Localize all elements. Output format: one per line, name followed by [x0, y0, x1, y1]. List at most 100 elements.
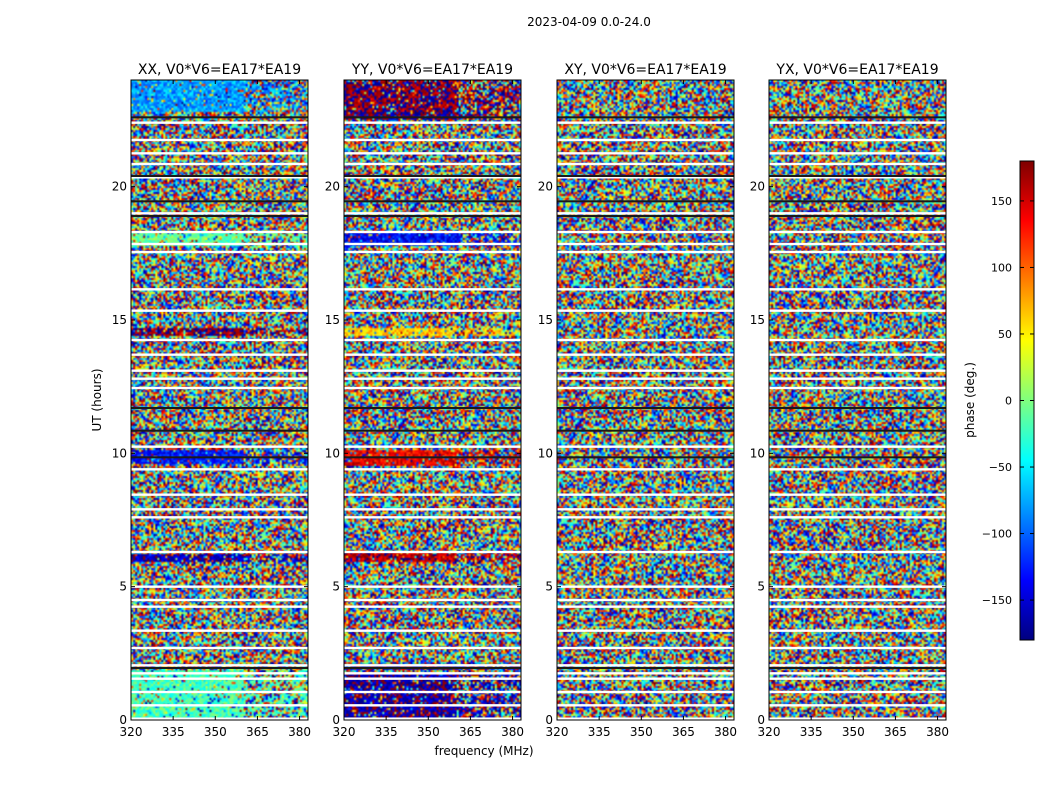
- y-tick-label: 20: [112, 180, 127, 194]
- flagged-row: [769, 353, 946, 356]
- x-tick-label: 320: [120, 725, 143, 739]
- flagged-row: [344, 369, 521, 372]
- flagged-row: [557, 690, 734, 694]
- y-tick-label: 0: [545, 713, 553, 727]
- flagged-row: [557, 672, 734, 675]
- dark-row: [344, 667, 521, 669]
- phase-panel: YX, V0*V6=EA17*EA19 320 335 350 365 380 0 5 10 15…: [750, 62, 949, 739]
- panel-title: YX, V0*V6=EA17*EA19: [775, 62, 938, 78]
- dark-row: [557, 175, 734, 177]
- flagged-row: [131, 353, 308, 356]
- colorbar-tick-label: 150: [991, 195, 1012, 208]
- flagged-row: [344, 468, 521, 471]
- x-tick-label: 335: [588, 725, 611, 739]
- flagged-row: [131, 250, 308, 254]
- flagged-row: [131, 152, 308, 155]
- flagged-row: [769, 377, 946, 380]
- dark-row: [557, 667, 734, 669]
- flagged-row: [769, 309, 946, 312]
- dark-row: [557, 456, 734, 459]
- flagged-row: [131, 176, 308, 179]
- colorbar-tick-label: 100: [991, 261, 1012, 274]
- x-tick-label: 350: [417, 725, 440, 739]
- dark-row: [769, 667, 946, 669]
- y-tick-label: 15: [112, 313, 127, 327]
- colorbar-ticks: −150 −100 −50 0 50 100 150: [982, 195, 1034, 607]
- flagged-row: [131, 377, 308, 380]
- flagged-row: [344, 250, 521, 254]
- panel-title: YY, V0*V6=EA17*EA19: [351, 62, 513, 78]
- y-tick-label: 20: [325, 180, 340, 194]
- flagged-row: [344, 704, 521, 707]
- flagged-row: [769, 717, 946, 720]
- x-tick-label: 320: [546, 725, 569, 739]
- flagged-row: [344, 508, 521, 511]
- flagged-row: [769, 585, 946, 588]
- flagged-row: [344, 152, 521, 155]
- flagged-row: [557, 704, 734, 707]
- flagged-row: [557, 468, 734, 471]
- y-tick-label: 20: [538, 180, 553, 194]
- flagged-row: [769, 138, 946, 142]
- dark-row: [557, 429, 734, 432]
- x-tick-label: 350: [630, 725, 653, 739]
- flagged-row: [344, 598, 521, 602]
- flagged-row: [131, 629, 308, 632]
- flagged-row: [769, 493, 946, 496]
- flagged-row: [557, 629, 734, 632]
- dark-row: [769, 175, 946, 177]
- dark-row: [344, 200, 521, 203]
- dark-row: [557, 116, 734, 119]
- flagged-row: [344, 605, 521, 608]
- y-tick-label: 5: [332, 580, 340, 594]
- dark-row: [769, 215, 946, 217]
- flagged-row: [344, 445, 521, 448]
- flagged-row: [344, 493, 521, 496]
- flagged-row: [557, 242, 734, 246]
- dark-row: [131, 175, 308, 177]
- y-axis-label: UT (hours): [90, 368, 104, 431]
- flagged-row: [769, 704, 946, 707]
- colorbar: −150 −100 −50 0 50 100 150 phase (deg.): [963, 160, 1035, 641]
- dark-row: [131, 407, 308, 409]
- x-tick-label: 335: [800, 725, 823, 739]
- colorbar-tick-label: 50: [998, 328, 1012, 341]
- flagged-row: [131, 516, 308, 519]
- flagged-row: [557, 585, 734, 588]
- flagged-row: [131, 704, 308, 707]
- flagged-row: [131, 605, 308, 608]
- y-tick-label: 0: [119, 713, 127, 727]
- phase-panel: XY, V0*V6=EA17*EA19 320 335 350 365 380 0 5 10 15…: [538, 62, 737, 739]
- flagged-row: [344, 629, 521, 632]
- flagged-row: [131, 445, 308, 448]
- dark-row: [344, 407, 521, 409]
- flagged-row: [557, 717, 734, 720]
- x-tick-label: 365: [672, 725, 695, 739]
- flagged-row: [557, 646, 734, 650]
- flagged-row: [131, 288, 308, 291]
- flagged-row: [769, 664, 946, 667]
- x-tick-label: 365: [246, 725, 269, 739]
- colorbar-tick-label: −50: [989, 461, 1012, 474]
- dark-row: [557, 215, 734, 217]
- dark-row: [131, 667, 308, 669]
- flagged-row: [131, 690, 308, 694]
- flagged-row: [131, 242, 308, 246]
- flagged-row: [344, 717, 521, 720]
- x-tick-label: 320: [758, 725, 781, 739]
- flagged-row: [557, 288, 734, 291]
- flagged-row: [769, 629, 946, 632]
- flagged-row: [344, 176, 521, 179]
- y-tick-label: 0: [332, 713, 340, 727]
- panel-title: XX, V0*V6=EA17*EA19: [138, 62, 301, 78]
- flagged-row: [769, 690, 946, 694]
- panel-frame: [556, 79, 735, 721]
- flagged-row: [131, 468, 308, 471]
- flagged-row: [344, 309, 521, 312]
- flagged-row: [769, 677, 946, 680]
- flagged-row: [557, 550, 734, 554]
- dark-row: [131, 429, 308, 432]
- flagged-row: [131, 717, 308, 720]
- flagged-row: [131, 162, 308, 166]
- flagged-row: [344, 121, 521, 124]
